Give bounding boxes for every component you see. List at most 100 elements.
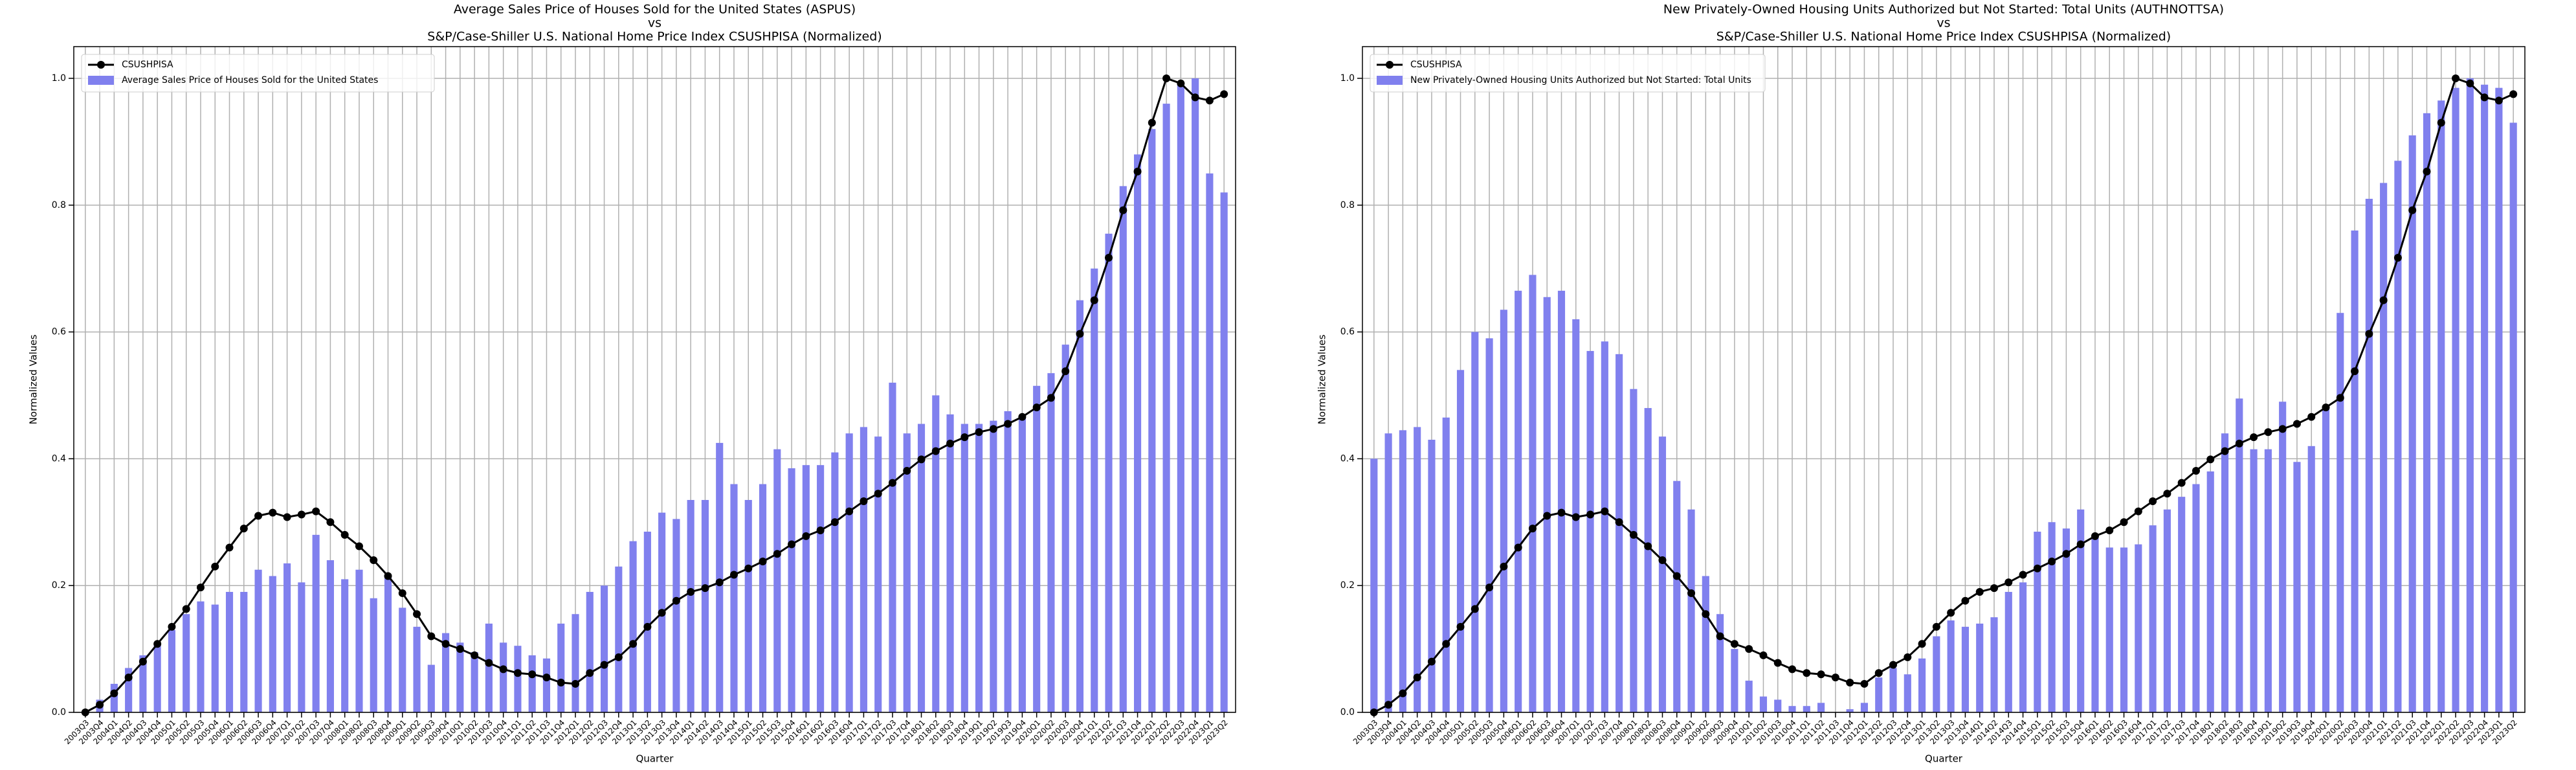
bar xyxy=(1384,433,1392,712)
bar xyxy=(759,484,767,712)
bar xyxy=(600,585,608,712)
marker xyxy=(1090,296,1098,304)
marker xyxy=(2351,367,2359,376)
marker xyxy=(2120,518,2128,527)
y-tick-label: 0.2 xyxy=(52,580,66,591)
marker xyxy=(643,622,652,631)
y-tick-label: 0.2 xyxy=(1340,580,1355,591)
marker xyxy=(1947,609,1955,617)
marker xyxy=(701,584,709,593)
marker xyxy=(326,518,335,527)
y-axis-label: Normalized Values xyxy=(1316,334,1328,424)
marker xyxy=(860,497,868,505)
marker xyxy=(340,530,349,539)
bar xyxy=(2163,509,2171,712)
bar xyxy=(1485,338,1493,712)
bar xyxy=(1162,104,1170,713)
y-tick-label: 0.8 xyxy=(1340,200,1355,210)
marker xyxy=(110,689,118,697)
legend-label: New Privately-Owned Housing Units Author… xyxy=(1410,75,1751,85)
marker xyxy=(153,640,162,648)
marker xyxy=(1860,679,1869,688)
bar xyxy=(672,519,680,712)
bar xyxy=(399,607,406,712)
legend-box xyxy=(1370,54,1766,93)
marker xyxy=(1485,583,1494,592)
marker xyxy=(845,507,854,515)
marker xyxy=(1413,674,1421,682)
marker xyxy=(773,550,781,558)
marker xyxy=(888,479,896,487)
marker xyxy=(2033,564,2041,572)
marker xyxy=(960,433,969,442)
bar xyxy=(1702,576,1709,712)
bar xyxy=(701,500,709,712)
chart-title: Average Sales Price of Houses Sold for t… xyxy=(454,3,856,17)
bar xyxy=(1543,297,1551,712)
marker xyxy=(1384,701,1393,709)
marker xyxy=(1076,330,1084,338)
bar xyxy=(125,668,133,712)
bar xyxy=(456,642,464,712)
marker xyxy=(2307,413,2316,421)
chart-title: New Privately-Owned Housing Units Author… xyxy=(1663,3,2224,17)
bar xyxy=(2481,84,2489,712)
bar xyxy=(1947,620,1955,712)
bar xyxy=(500,642,507,712)
bar xyxy=(1601,341,1608,712)
marker xyxy=(269,508,277,517)
marker xyxy=(398,589,406,597)
bar xyxy=(2236,398,2243,712)
bar xyxy=(2221,433,2229,712)
marker xyxy=(802,532,810,540)
bar xyxy=(1500,310,1507,712)
y-tick-label: 0.8 xyxy=(52,200,66,210)
bar xyxy=(1557,290,1566,712)
axes-frame xyxy=(73,46,1236,713)
bar xyxy=(1061,345,1069,712)
bar xyxy=(831,452,839,712)
bar xyxy=(427,664,435,712)
bar xyxy=(629,541,637,712)
marker xyxy=(816,527,825,535)
marker xyxy=(254,512,263,520)
bar xyxy=(1976,623,1984,712)
bar xyxy=(370,598,377,712)
marker xyxy=(672,596,680,605)
bar xyxy=(471,651,478,712)
marker xyxy=(413,610,421,618)
bar xyxy=(2120,547,2128,712)
marker xyxy=(614,653,623,661)
x-axis-label: Quarter xyxy=(636,753,674,765)
marker xyxy=(1904,653,1912,661)
bar xyxy=(1990,617,1998,712)
bar xyxy=(860,427,867,712)
bar xyxy=(1644,408,1652,712)
bar xyxy=(1875,677,1883,712)
marker xyxy=(1932,622,1940,631)
marker xyxy=(182,605,190,613)
bar xyxy=(2034,531,2041,712)
marker xyxy=(2365,330,2373,338)
marker xyxy=(1119,206,1127,214)
marker xyxy=(1961,596,1970,605)
bar xyxy=(2408,135,2416,713)
bar xyxy=(2149,525,2157,712)
bar xyxy=(1456,370,1465,712)
bar xyxy=(2192,484,2200,712)
bar xyxy=(2495,87,2503,713)
marker xyxy=(1975,587,1984,596)
legend-label: CSUSHPISA xyxy=(1410,60,1462,70)
bar xyxy=(110,683,118,712)
marker xyxy=(2322,403,2330,412)
marker xyxy=(2076,540,2085,549)
bar xyxy=(283,563,291,712)
bar xyxy=(2394,161,2402,712)
marker xyxy=(196,583,205,592)
marker xyxy=(1831,674,1839,682)
marker xyxy=(2480,93,2489,102)
marker xyxy=(1745,645,1753,653)
marker xyxy=(1047,394,1055,402)
bar xyxy=(1105,233,1113,712)
bar xyxy=(586,591,594,712)
